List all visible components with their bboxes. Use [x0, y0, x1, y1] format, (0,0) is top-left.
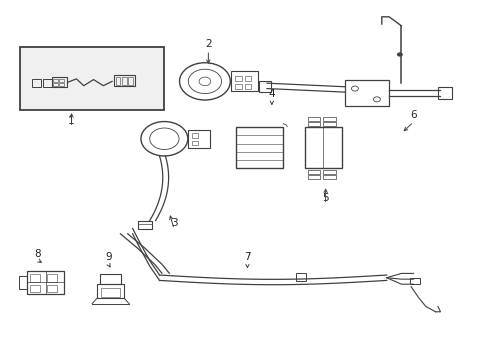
Bar: [308, 175, 320, 179]
FancyBboxPatch shape: [20, 47, 164, 110]
Bar: [53, 79, 58, 82]
Text: 9: 9: [105, 252, 112, 262]
Text: 6: 6: [410, 111, 417, 121]
Bar: [138, 221, 152, 229]
Bar: [323, 122, 336, 126]
Bar: [438, 87, 452, 99]
Bar: [188, 130, 210, 148]
Bar: [122, 77, 127, 85]
Bar: [323, 175, 336, 179]
Text: 4: 4: [269, 89, 275, 99]
Bar: [30, 274, 40, 282]
Circle shape: [397, 52, 403, 57]
Bar: [116, 77, 121, 85]
Bar: [296, 273, 306, 281]
Bar: [245, 76, 251, 81]
Bar: [345, 80, 389, 107]
Text: 8: 8: [34, 248, 41, 258]
Bar: [245, 84, 251, 89]
Bar: [30, 284, 40, 292]
Bar: [43, 79, 52, 87]
Bar: [235, 84, 242, 89]
Bar: [100, 274, 122, 284]
Bar: [97, 284, 124, 298]
Bar: [323, 117, 336, 121]
Bar: [27, 271, 64, 294]
Bar: [308, 122, 320, 126]
Bar: [235, 76, 242, 81]
Bar: [47, 274, 57, 282]
Text: 1: 1: [68, 116, 75, 126]
Bar: [192, 140, 197, 145]
Bar: [323, 170, 336, 174]
Bar: [308, 117, 320, 121]
Bar: [53, 83, 58, 86]
Bar: [308, 170, 320, 174]
Bar: [114, 75, 135, 86]
Bar: [305, 127, 342, 168]
Bar: [259, 81, 271, 92]
Text: 2: 2: [205, 39, 212, 49]
Bar: [192, 134, 197, 138]
Bar: [410, 278, 420, 284]
Bar: [128, 77, 133, 85]
Bar: [52, 77, 67, 87]
Bar: [19, 276, 27, 289]
Bar: [237, 127, 283, 168]
Bar: [47, 284, 57, 292]
Text: 3: 3: [171, 218, 177, 228]
Bar: [59, 83, 64, 86]
Text: 7: 7: [244, 252, 251, 262]
Bar: [59, 79, 64, 82]
Text: 5: 5: [322, 193, 329, 203]
Bar: [231, 71, 258, 91]
Bar: [101, 288, 121, 297]
Bar: [32, 79, 41, 87]
